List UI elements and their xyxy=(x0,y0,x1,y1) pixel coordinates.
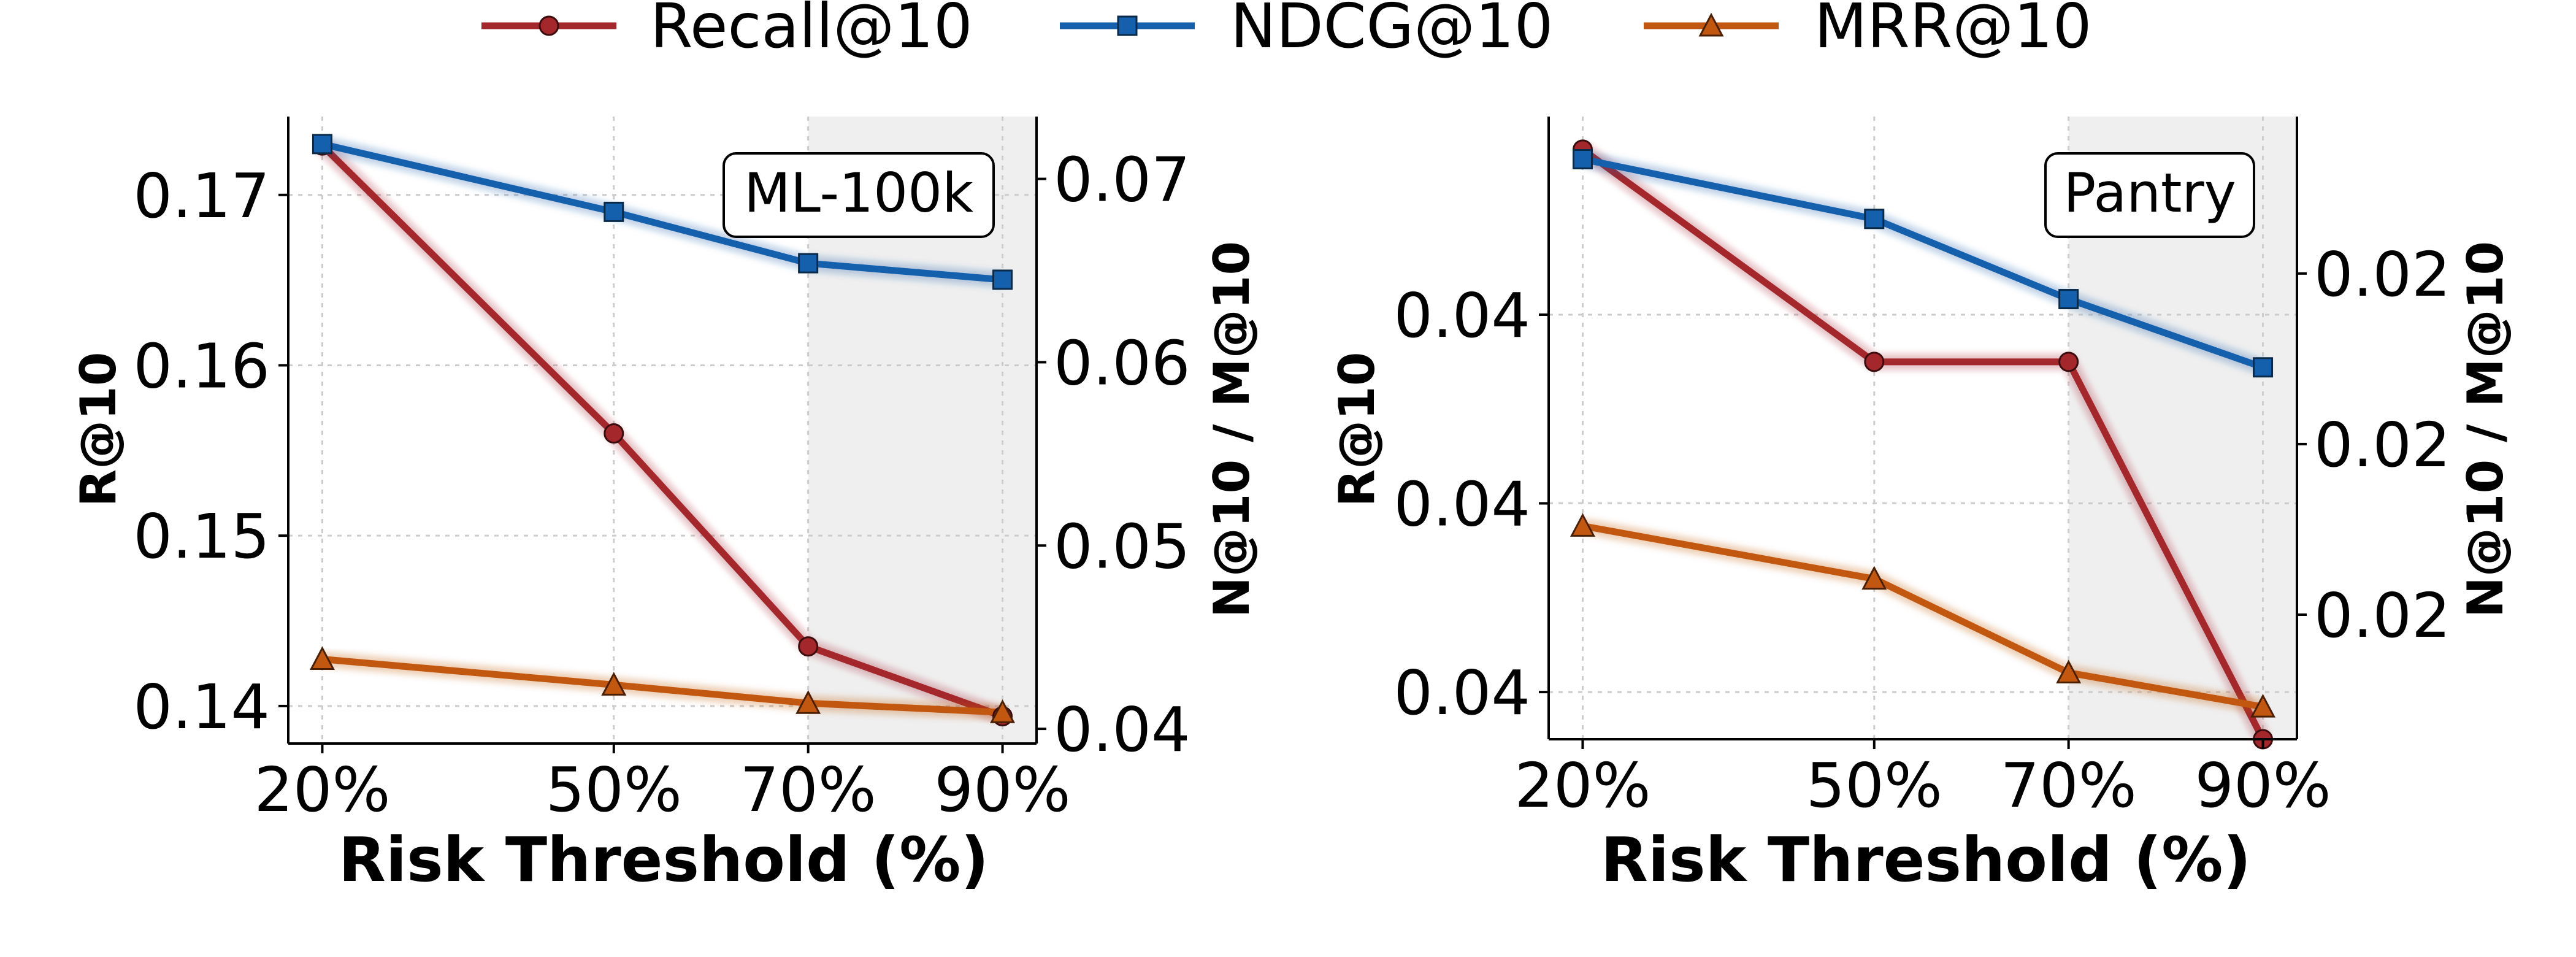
legend: Recall@10 NDCG@10 MRR@10 xyxy=(481,0,2092,62)
data-point-recall xyxy=(1864,352,1885,372)
x-tick-label: 70% xyxy=(2001,750,2137,821)
data-point-mrr xyxy=(2250,693,2276,718)
axis-layer xyxy=(287,117,1038,745)
chart-pantry: 20% 50% 70% 90% 0.04 0.04 0.04 0.02 0.02 0.02 Ris… xyxy=(1328,117,2514,896)
y-tick-label-right: 0.02 xyxy=(2314,409,2451,481)
legend-label-recall: Recall@10 xyxy=(650,0,973,62)
grid-layer xyxy=(1549,117,2297,739)
y-tick-label-left: 0.04 xyxy=(1393,657,1530,729)
y-axis-title-right: N@10 / M@10 xyxy=(2457,241,2514,618)
data-point-recall xyxy=(604,423,624,444)
legend-marker-ndcg xyxy=(1117,15,1138,36)
marker-layer xyxy=(309,134,1016,727)
legend-entry-recall: Recall@10 xyxy=(481,0,973,62)
y-axis-title-right: N@10 / M@10 xyxy=(1203,241,1260,618)
tick-layer: 20% 50% 70% 90% 0.14 0.15 0.16 0.17 0.04 0.05 0.06… xyxy=(133,144,1190,826)
data-point-ndcg xyxy=(992,269,1013,290)
dataset-badge: ML-100k xyxy=(723,152,995,238)
dataset-badge-label: ML-100k xyxy=(744,161,973,225)
x-axis-title: Risk Threshold (%) xyxy=(1601,824,2251,896)
x-tick-label: 20% xyxy=(1514,750,1650,821)
y-tick-label-right: 0.07 xyxy=(1054,144,1190,216)
data-point-ndcg xyxy=(2253,357,2274,378)
y-tick-label-left: 0.04 xyxy=(1393,280,1530,352)
legend-marker-mrr xyxy=(1698,12,1724,37)
series-line-recall xyxy=(1579,146,2267,743)
y-tick-label-left: 0.16 xyxy=(133,330,270,402)
series-line-ndcg xyxy=(1579,156,2267,371)
chart-ml-100k: 20% 50% 70% 90% 0.14 0.15 0.16 0.17 0.04 0.05 0.06… xyxy=(70,117,1260,896)
y-tick-label-left: 0.15 xyxy=(133,501,270,572)
y-tick-label-right: 0.05 xyxy=(1054,510,1190,582)
series-line-ndcg xyxy=(318,140,1006,283)
x-tick-label: 90% xyxy=(934,754,1070,826)
x-tick-label: 90% xyxy=(2195,750,2331,821)
data-point-mrr xyxy=(2056,659,2082,684)
legend-entry-mrr: MRR@10 xyxy=(1644,0,2092,62)
x-tick-label: 50% xyxy=(1806,750,1942,821)
y-tick-label-left: 0.04 xyxy=(1393,469,1530,540)
y-tick-label-right: 0.02 xyxy=(2314,580,2451,651)
data-point-ndcg xyxy=(312,134,332,155)
line-layer xyxy=(316,136,1006,724)
y-axis-title-left: R@10 xyxy=(1328,352,1386,507)
y-tick-label-right: 0.04 xyxy=(1054,694,1190,766)
x-tick-label: 70% xyxy=(740,754,876,826)
series-line-recall xyxy=(318,142,1006,720)
data-point-ndcg xyxy=(798,253,819,274)
data-point-ndcg xyxy=(604,201,624,222)
y-tick-label-left: 0.14 xyxy=(133,671,270,743)
y-tick-label-left: 0.17 xyxy=(133,160,270,232)
x-axis-title: Risk Threshold (%) xyxy=(339,824,989,896)
dataset-badge-label: Pantry xyxy=(2063,161,2236,225)
data-point-mrr xyxy=(601,672,627,696)
dataset-badge-box xyxy=(2044,152,2255,238)
dataset-badge: Pantry xyxy=(2044,152,2255,238)
y-tick-label-right: 0.02 xyxy=(2314,239,2451,310)
legend-marker-recall xyxy=(539,15,559,36)
legend-label-mrr: MRR@10 xyxy=(1814,0,2092,62)
legend-entry-ndcg: NDCG@10 xyxy=(1060,0,1553,62)
series-line-mrr xyxy=(1579,522,2267,710)
y-axis-title-left: R@10 xyxy=(70,352,127,507)
data-point-ndcg xyxy=(2058,289,2079,310)
x-tick-label: 50% xyxy=(546,754,682,826)
data-point-ndcg xyxy=(1864,209,1885,229)
line-layer xyxy=(1577,143,2271,743)
marker-layer xyxy=(1570,139,2276,750)
data-point-recall xyxy=(2058,352,2079,372)
data-point-ndcg xyxy=(1572,149,1593,170)
x-tick-label: 20% xyxy=(254,754,390,826)
axis-layer xyxy=(1547,117,2298,740)
series-line-mrr xyxy=(318,656,1006,716)
legend-label-ndcg: NDCG@10 xyxy=(1230,0,1553,62)
data-point-mrr xyxy=(1861,566,1887,590)
y-tick-label-right: 0.06 xyxy=(1054,327,1190,399)
dataset-badge-box xyxy=(723,152,995,238)
data-point-mrr xyxy=(795,690,821,714)
data-point-mrr xyxy=(990,699,1016,723)
data-point-mrr xyxy=(1570,513,1595,537)
tick-layer: 20% 50% 70% 90% 0.04 0.04 0.04 0.02 0.02 0.02 xyxy=(1393,239,2450,821)
data-point-recall xyxy=(798,636,819,657)
data-point-mrr xyxy=(309,646,335,671)
